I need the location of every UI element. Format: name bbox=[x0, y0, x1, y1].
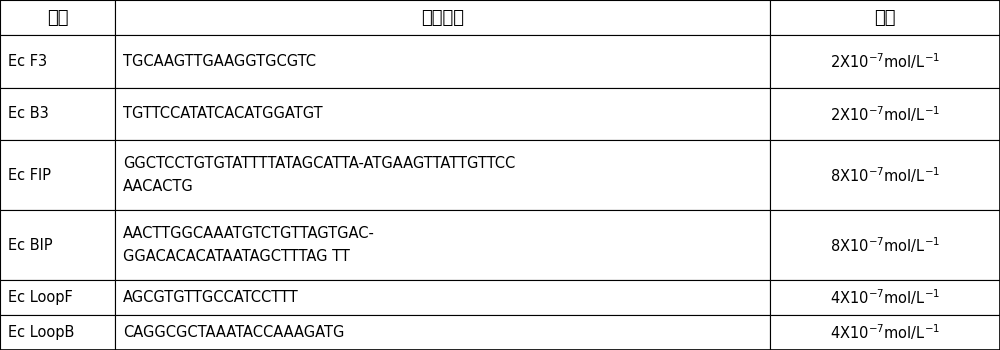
Text: Ec FIP: Ec FIP bbox=[8, 168, 51, 182]
Text: $\mathregular{2X10^{-7}mol/L^{-1}}$: $\mathregular{2X10^{-7}mol/L^{-1}}$ bbox=[830, 51, 940, 71]
Bar bbox=[0, 88, 115, 140]
Text: Ec F3: Ec F3 bbox=[8, 54, 47, 69]
Bar bbox=[0, 210, 115, 280]
Bar bbox=[115, 210, 770, 280]
Bar bbox=[0, 140, 115, 210]
Text: 浓度: 浓度 bbox=[874, 8, 896, 27]
Text: Ec BIP: Ec BIP bbox=[8, 238, 53, 252]
Text: AGCGTGTTGCCATCCTTT: AGCGTGTTGCCATCCTTT bbox=[123, 290, 299, 305]
Text: AACACTG: AACACTG bbox=[123, 180, 194, 194]
Text: Ec B3: Ec B3 bbox=[8, 106, 49, 121]
Bar bbox=[115, 280, 770, 315]
Text: $\mathregular{4X10^{-7}mol/L^{-1}}$: $\mathregular{4X10^{-7}mol/L^{-1}}$ bbox=[830, 323, 940, 342]
Text: $\mathregular{8X10^{-7}mol/L^{-1}}$: $\mathregular{8X10^{-7}mol/L^{-1}}$ bbox=[830, 165, 940, 185]
Bar bbox=[115, 35, 770, 88]
Bar bbox=[115, 88, 770, 140]
Text: 引物: 引物 bbox=[47, 8, 68, 27]
Bar bbox=[0, 35, 115, 88]
Bar bbox=[0, 0, 115, 35]
Bar bbox=[115, 315, 770, 350]
Bar bbox=[770, 140, 1000, 210]
Text: $\mathregular{8X10^{-7}mol/L^{-1}}$: $\mathregular{8X10^{-7}mol/L^{-1}}$ bbox=[830, 235, 940, 255]
Text: AACTTGGCAAATGTCTGTTAGTGAC-: AACTTGGCAAATGTCTGTTAGTGAC- bbox=[123, 226, 375, 240]
Bar bbox=[770, 35, 1000, 88]
Bar bbox=[770, 0, 1000, 35]
Bar bbox=[0, 280, 115, 315]
Text: $\mathregular{2X10^{-7}mol/L^{-1}}$: $\mathregular{2X10^{-7}mol/L^{-1}}$ bbox=[830, 104, 940, 124]
Text: 引物系列: 引物系列 bbox=[421, 8, 464, 27]
Bar bbox=[770, 210, 1000, 280]
Text: GGCTCCTGTGTATTTTATAGCATTA-ATGAAGTTATTGTTCC: GGCTCCTGTGTATTTTATAGCATTA-ATGAAGTTATTGTT… bbox=[123, 156, 515, 170]
Text: CAGGCGCTAAATACCAAAGATG: CAGGCGCTAAATACCAAAGATG bbox=[123, 325, 344, 340]
Text: GGACACACATAATAGCTTTAG TT: GGACACACATAATAGCTTTAG TT bbox=[123, 250, 350, 264]
Text: TGTTCCATATCACATGGATGT: TGTTCCATATCACATGGATGT bbox=[123, 106, 323, 121]
Text: TGCAAGTTGAAGGTGCGTC: TGCAAGTTGAAGGTGCGTC bbox=[123, 54, 316, 69]
Text: Ec LoopB: Ec LoopB bbox=[8, 325, 74, 340]
Bar bbox=[770, 88, 1000, 140]
Text: $\mathregular{4X10^{-7}mol/L^{-1}}$: $\mathregular{4X10^{-7}mol/L^{-1}}$ bbox=[830, 288, 940, 307]
Bar bbox=[770, 280, 1000, 315]
Bar bbox=[770, 315, 1000, 350]
Bar bbox=[115, 0, 770, 35]
Text: Ec LoopF: Ec LoopF bbox=[8, 290, 73, 305]
Bar bbox=[0, 315, 115, 350]
Bar bbox=[115, 140, 770, 210]
